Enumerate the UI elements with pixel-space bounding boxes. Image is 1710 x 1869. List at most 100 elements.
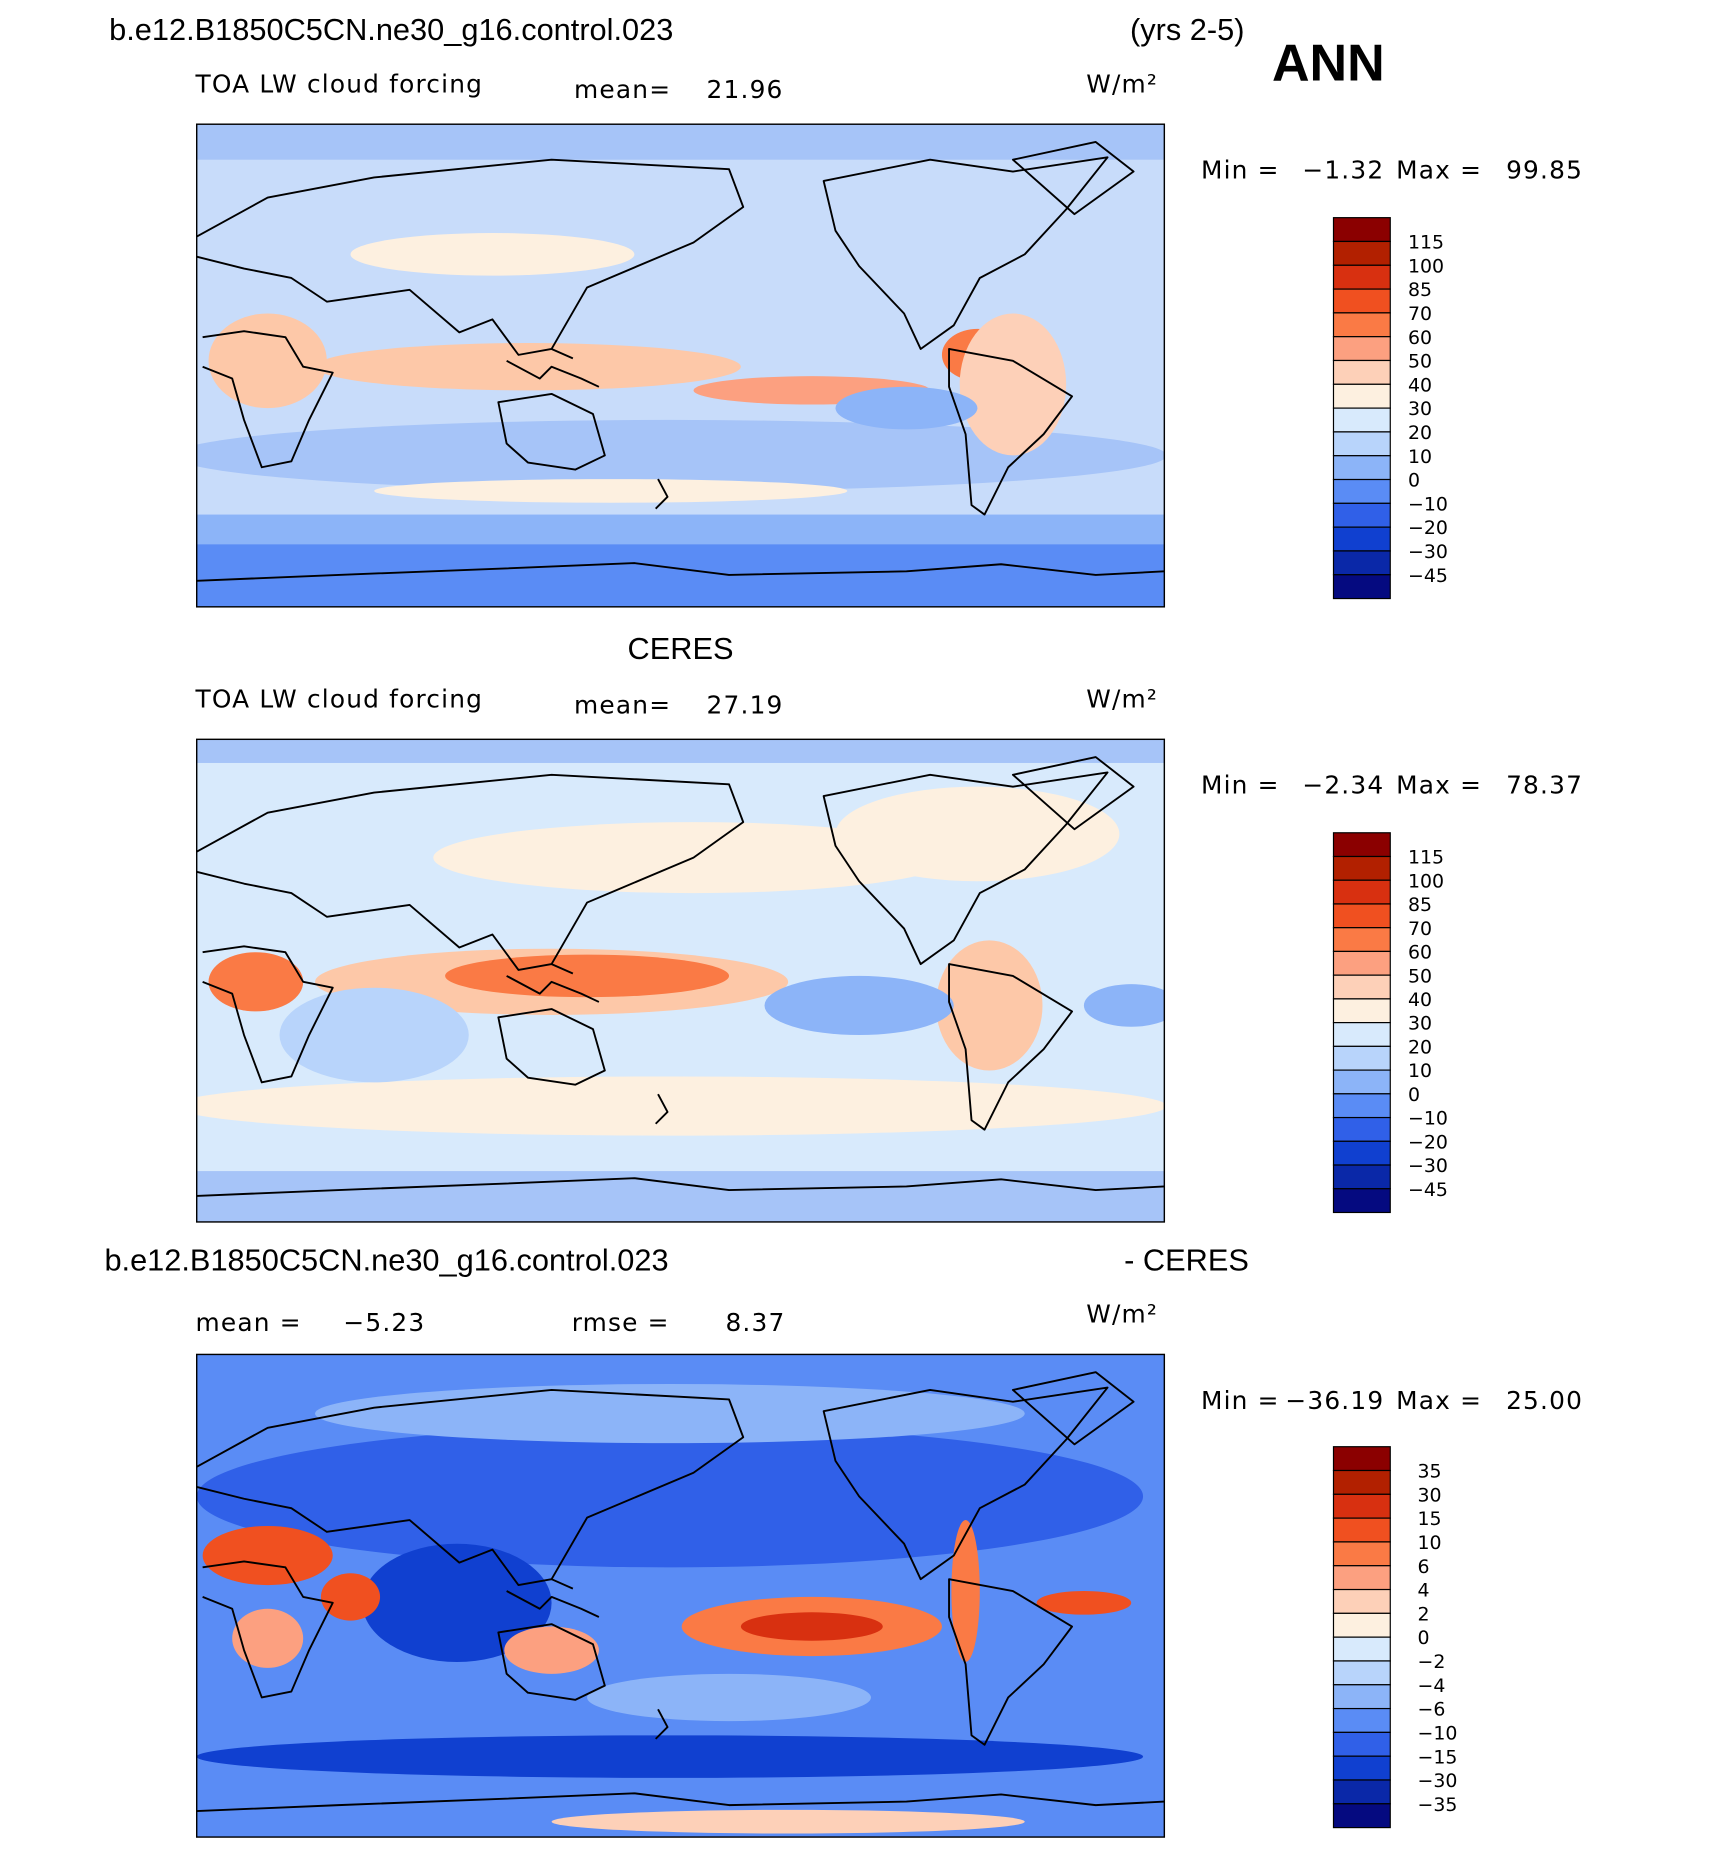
max-label: Max = (1396, 1386, 1482, 1415)
case-title: b.e12.B1850C5CN.ne30_g16.control.023 (109, 12, 673, 47)
colorbar-label: 0 (1408, 470, 1420, 492)
colorbar-box (1332, 832, 1391, 858)
colorbar-label: 40 (1408, 989, 1432, 1011)
units: W/m² (1086, 684, 1158, 713)
colorbar-box (1332, 879, 1391, 905)
mean-label: mean= (574, 75, 671, 104)
colorbar-box (1332, 1022, 1391, 1047)
rmse-label: rmse = (572, 1308, 670, 1337)
field-region (202, 1525, 333, 1586)
colorbar-box (1332, 855, 1391, 881)
coastline (506, 348, 669, 510)
colorbar-label: 60 (1408, 327, 1432, 349)
field-region (315, 343, 741, 391)
colorbar-label: 40 (1408, 374, 1432, 396)
colorbar-box (1332, 1116, 1391, 1142)
colorbar-label: 6 (1417, 1556, 1429, 1578)
panel-heading-right: - CERES (1124, 1242, 1249, 1277)
colorbar-box (1332, 336, 1391, 362)
panel: CERES TOA LW cloud forcing mean= 27.19 W/m² M… (195, 631, 1582, 1223)
colorbar-box (1332, 1731, 1391, 1757)
coastline (506, 1578, 669, 1740)
field-region (587, 1673, 871, 1722)
colorbar-box (1332, 1541, 1391, 1567)
colorbar-box (1332, 383, 1391, 409)
colorbar-box (1332, 1588, 1391, 1614)
colorbar-box (1332, 1493, 1391, 1519)
colorbar-box (1332, 1446, 1391, 1472)
variable-name: TOA LW cloud forcing (195, 69, 484, 98)
field-region (959, 313, 1067, 456)
colorbar-box (1332, 950, 1391, 976)
colorbar-box (1332, 1164, 1391, 1190)
map-frame (196, 738, 1166, 1223)
panel-heading: b.e12.B1850C5CN.ne30_g16.control.023 (104, 1242, 668, 1277)
colorbar-label: −4 (1417, 1675, 1445, 1697)
colorbar-label: 115 (1408, 847, 1444, 869)
colorbar-box (1332, 903, 1391, 929)
field-region (279, 987, 469, 1083)
field-region (196, 514, 1165, 545)
field-region (350, 233, 635, 276)
field-region (196, 544, 1165, 607)
field-region (835, 386, 978, 430)
coastline (1011, 756, 1135, 831)
field-region (196, 1171, 1165, 1222)
colorbar-label: 115 (1408, 232, 1444, 254)
colorbar-box (1332, 431, 1391, 457)
field-region (764, 975, 954, 1036)
colorbar-box (1332, 312, 1391, 338)
map (196, 1354, 1165, 1838)
panel-heading: CERES (628, 631, 734, 666)
field-region (196, 1425, 1144, 1568)
coastline (948, 963, 1074, 1131)
colorbar-box (1332, 478, 1391, 504)
colorbar-label: −10 (1408, 493, 1448, 515)
colorbar-box (1332, 1045, 1391, 1071)
colorbar-box (1332, 502, 1391, 528)
colorbar-label: 0 (1417, 1627, 1429, 1649)
coastline (497, 1623, 606, 1701)
colorbar-box (1332, 974, 1391, 1000)
min-value: −1.32 (1302, 156, 1384, 185)
field-region (320, 1573, 381, 1621)
colorbar-label: −45 (1408, 1179, 1448, 1201)
mean-value: 27.19 (707, 690, 784, 719)
max-value: 99.85 (1506, 156, 1583, 185)
field-region (551, 1809, 1025, 1834)
colorbar-box (1332, 217, 1391, 243)
colorbar-box (1332, 455, 1391, 481)
max-value: 25.00 (1506, 1386, 1583, 1415)
colorbar-box (1332, 1803, 1391, 1829)
field-region (1036, 1591, 1132, 1615)
colorbar-box (1332, 1636, 1391, 1662)
min-label: Min = (1201, 1386, 1280, 1415)
colorbar-label: −20 (1408, 517, 1448, 539)
colorbar-label: −30 (1408, 541, 1448, 563)
colorbar-label: 85 (1408, 279, 1432, 301)
colorbar-label: 100 (1408, 870, 1444, 892)
colorbar-label: 85 (1408, 894, 1432, 916)
min-label: Min = (1201, 156, 1280, 185)
field-region (1083, 984, 1165, 1027)
colorbar-box (1332, 264, 1391, 290)
field-region (196, 124, 1165, 160)
colorbar-label: −6 (1417, 1699, 1445, 1721)
coastline (506, 963, 669, 1125)
colorbar-box (1332, 574, 1391, 600)
max-label: Max = (1396, 771, 1482, 800)
colorbar-label: 35 (1417, 1461, 1441, 1483)
coastline (196, 562, 1165, 582)
colorbar-box (1332, 927, 1391, 953)
coastline (822, 156, 1109, 350)
mean-label: mean = (196, 1308, 302, 1337)
colorbar-label: 10 (1417, 1532, 1441, 1554)
colorbar-label: 2 (1417, 1603, 1429, 1625)
colorbar-label: 30 (1417, 1484, 1441, 1506)
coastline (822, 1386, 1109, 1581)
colorbar-box (1332, 1140, 1391, 1166)
field-region (208, 313, 327, 409)
colorbar-box (1332, 1517, 1391, 1543)
colorbar-label: 60 (1408, 942, 1432, 964)
colorbar-box (1332, 526, 1391, 552)
